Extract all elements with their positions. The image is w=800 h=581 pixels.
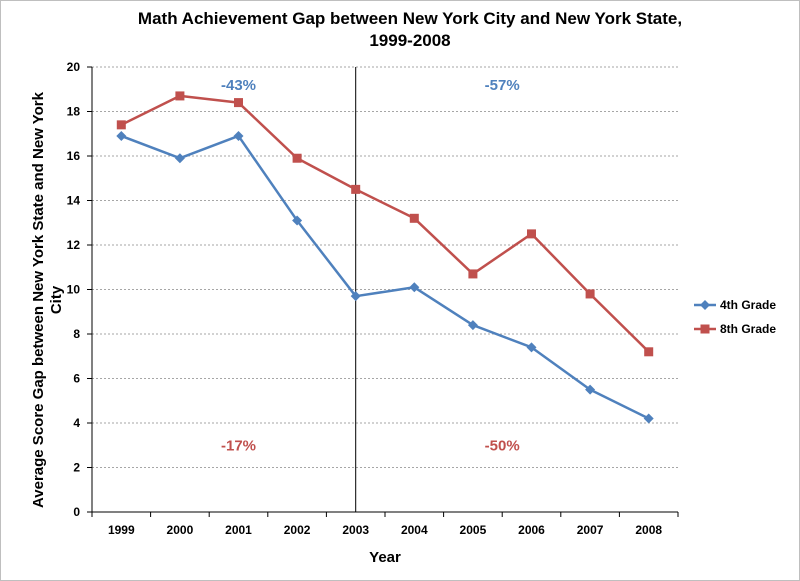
- x-tick-label-2003: 2003: [342, 523, 369, 537]
- legend-marker-square: [700, 324, 710, 334]
- axes: 0 2 4 6 8 10 12 14 16 18 20 1999 2000 2001 2002 2003 200…: [67, 60, 679, 537]
- data-point-4th-grade: [409, 282, 420, 293]
- x-tick-label-2002: 2002: [284, 523, 311, 537]
- y-tick-label: 16: [67, 149, 81, 163]
- y-tick-label: 4: [73, 416, 80, 430]
- x-tick-label-2001: 2001: [225, 523, 252, 537]
- x-tick-label-2007: 2007: [577, 523, 604, 537]
- chart-title-line1: Math Achievement Gap between New York Ci…: [137, 9, 683, 28]
- x-tick-label-2006: 2006: [518, 523, 545, 537]
- x-tick-label-2000: 2000: [167, 523, 194, 537]
- legend-label-0: 4th Grade: [720, 298, 776, 312]
- data-point-8th-grade: [292, 153, 302, 163]
- legend-label-1: 8th Grade: [720, 322, 776, 336]
- y-tick-label: 20: [67, 60, 81, 74]
- series-lines: [116, 91, 654, 424]
- x-tick-label-1999: 1999: [108, 523, 135, 537]
- annotations: -43% -57% -17% -50%: [221, 77, 520, 454]
- x-axis-label: Year: [369, 549, 401, 566]
- data-point-8th-grade: [409, 213, 419, 223]
- y-axis-label-line2: City: [48, 285, 65, 314]
- data-point-8th-grade: [644, 347, 654, 357]
- y-tick-label: 14: [67, 194, 81, 208]
- series-line-8th-grade: [120, 94, 650, 353]
- annotation-4th: -43%: [221, 77, 256, 94]
- data-point-8th-grade: [175, 91, 185, 101]
- data-point-8th-grade: [116, 120, 126, 130]
- data-point-4th-grade: [116, 130, 127, 141]
- data-point-8th-grade: [527, 229, 536, 239]
- data-point-8th-grade: [351, 184, 361, 194]
- data-point-4th-grade: [233, 130, 244, 141]
- data-point-4th-grade: [174, 153, 185, 164]
- annotation-4th: -57%: [485, 77, 520, 94]
- y-tick-label: 2: [73, 461, 80, 475]
- legend: 4th Grade 8th Grade: [694, 298, 776, 336]
- y-axis-label-line1: Average Score Gap between New York State…: [30, 91, 47, 508]
- data-point-4th-grade: [585, 384, 596, 395]
- legend-marker-diamond: [700, 300, 710, 310]
- y-tick-label: 0: [73, 505, 80, 519]
- x-tick-label-2005: 2005: [460, 523, 487, 537]
- data-point-4th-grade: [526, 342, 537, 353]
- annotation-8th: -50%: [485, 437, 520, 454]
- data-point-8th-grade: [234, 98, 243, 108]
- y-tick-label: 6: [73, 372, 80, 386]
- data-point-4th-grade: [292, 215, 303, 226]
- data-point-4th-grade: [350, 291, 361, 302]
- x-tick-label-2004: 2004: [401, 523, 428, 537]
- y-tick-label: 18: [67, 105, 81, 119]
- y-tick-label: 10: [67, 283, 81, 297]
- chart-title-line2: 1999-2008: [369, 31, 451, 50]
- data-point-8th-grade: [468, 269, 478, 279]
- gridlines: [92, 66, 678, 468]
- x-tick-label-2008: 2008: [635, 523, 662, 537]
- data-point-4th-grade: [467, 320, 478, 331]
- y-tick-label: 8: [73, 327, 80, 341]
- series-line-4th-grade: [120, 134, 650, 420]
- data-point-8th-grade: [585, 289, 595, 299]
- data-point-4th-grade: [643, 413, 654, 424]
- annotation-8th: -17%: [221, 437, 256, 454]
- chart-title: Math Achievement Gap between New York Ci…: [60, 8, 760, 52]
- y-tick-label: 12: [67, 238, 81, 252]
